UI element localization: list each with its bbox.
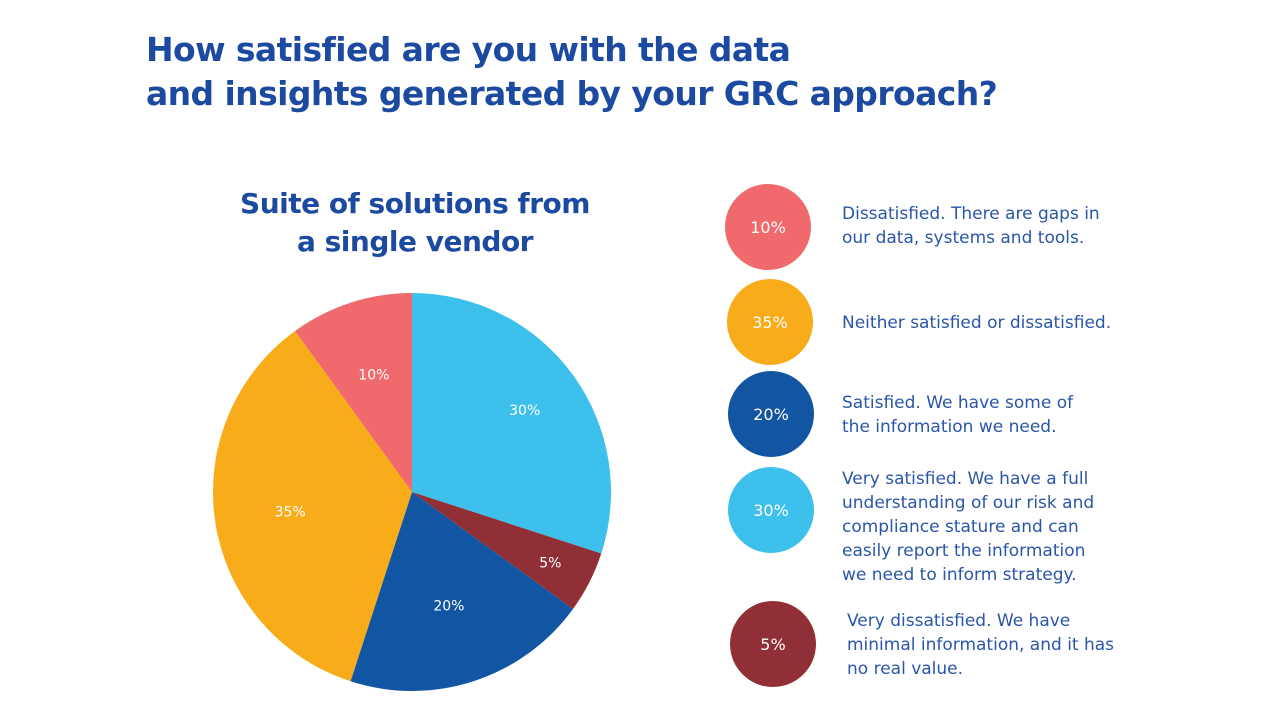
legend-swatch-very-satisfied: 30% (728, 467, 814, 553)
title-line-1: How satisfied are you with the data (146, 30, 791, 69)
legend-label-very-satisfied: Very satisfied. We have a full understan… (842, 469, 1095, 585)
pie-label-dissatisfied: 10% (358, 368, 389, 384)
pie-slice-very-dissatisfied (412, 492, 602, 609)
legend-label-dissatisfied: Dissatisfied. There are gaps in our data… (842, 204, 1100, 248)
legend-label-neutral: Neither satisfied or dissatisfied. (842, 313, 1112, 333)
legend-swatch-neutral: 35% (727, 279, 813, 365)
pie-slice-neutral (212, 331, 412, 682)
chart-title: Suite of solutions from a single vendor (200, 185, 630, 261)
page-title: How satisfied are you with the data and … (146, 28, 998, 116)
pie-label-neutral: 35% (275, 504, 306, 520)
title-line-2: and insights generated by your GRC appro… (146, 74, 998, 113)
pie-label-very-satisfied: 30% (509, 403, 540, 419)
pie-slice-satisfied (350, 492, 573, 691)
pie-label-very-dissatisfied: 5% (539, 555, 561, 571)
legend-label-very-dissatisfied: Very dissatisfied. We have minimal infor… (847, 611, 1115, 679)
chart-title-line-2: a single vendor (297, 225, 533, 258)
legend-label-satisfied: Satisfied. We have some of the informati… (842, 393, 1074, 437)
legend-swatch-dissatisfied: 10% (725, 184, 811, 270)
pie-slice-very-satisfied (412, 293, 611, 554)
pie-slice-dissatisfied (295, 293, 412, 492)
legend-swatch-very-dissatisfied: 5% (730, 601, 816, 687)
pie-label-satisfied: 20% (433, 599, 464, 615)
legend-swatch-satisfied: 20% (728, 371, 814, 457)
chart-title-line-1: Suite of solutions from (240, 187, 590, 220)
